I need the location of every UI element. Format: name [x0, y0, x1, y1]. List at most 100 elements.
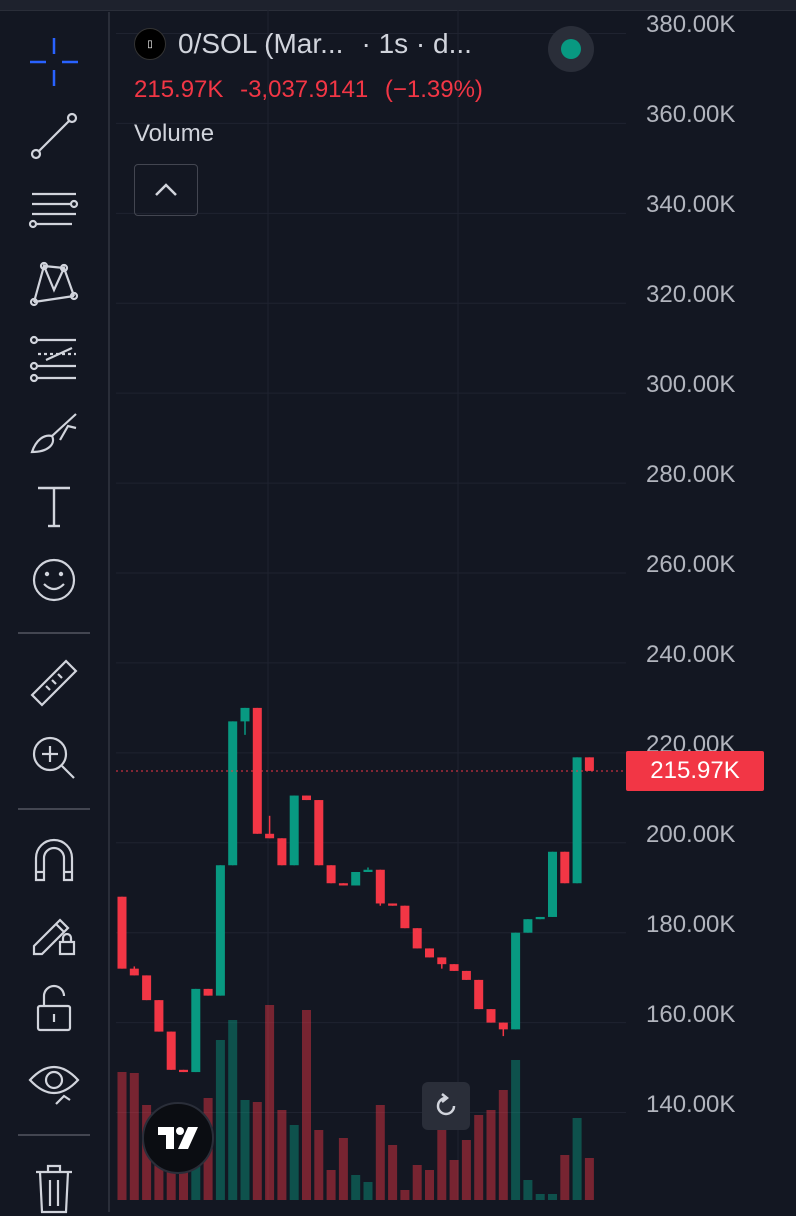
price-axis-label: 160.00K — [646, 1000, 736, 1028]
tradingview-logo-icon[interactable] — [142, 1102, 214, 1174]
candle-body — [203, 988, 213, 996]
candle-body — [265, 833, 275, 839]
candle-body — [351, 871, 361, 886]
candle-body — [412, 928, 422, 949]
volume-bar — [351, 1175, 361, 1200]
price-axis-label: 340.00K — [646, 191, 736, 219]
interval-label[interactable]: · 1s · d... — [361, 28, 472, 59]
volume-bar — [375, 1105, 385, 1200]
candle-body — [277, 838, 287, 866]
candle-body — [117, 896, 127, 969]
candle-body — [449, 964, 459, 971]
volume-bar — [252, 1102, 262, 1200]
volume-bar — [326, 1170, 336, 1200]
volume-bar — [314, 1130, 324, 1200]
crosshair-tool[interactable] — [22, 32, 86, 92]
candle-body — [498, 1022, 508, 1030]
price-change-percent: (−1.39%) — [384, 76, 483, 103]
price-axis-label: 380.00K — [646, 11, 736, 39]
delete-tool[interactable] — [22, 1156, 86, 1216]
magnet-tool[interactable] — [22, 830, 86, 890]
zoom-in-icon — [32, 736, 75, 779]
candle-body — [474, 979, 484, 1010]
price-axis-label: 240.00K — [646, 640, 736, 668]
eye-icon — [28, 1065, 80, 1105]
chevron-up-icon — [155, 183, 177, 196]
candle-body — [400, 905, 410, 929]
magnet-icon — [34, 838, 74, 882]
volume-bar — [498, 1090, 508, 1200]
candle-body — [511, 932, 521, 1030]
hide-tool[interactable] — [22, 1052, 86, 1112]
volume-bar — [215, 1040, 225, 1200]
candle-body — [523, 919, 533, 933]
candle-body — [154, 1000, 164, 1032]
candle-body — [548, 851, 557, 917]
zoom-tool[interactable] — [22, 728, 86, 788]
volume-indicator-label[interactable]: Volume — [134, 120, 215, 147]
volume-bar — [437, 1122, 447, 1200]
pattern-icon — [29, 261, 79, 307]
drawing-toolbar — [8, 12, 110, 1214]
candle-body — [314, 800, 324, 866]
emoji-icon — [32, 558, 76, 602]
lock-drawing-tool[interactable] — [22, 904, 86, 964]
candle-body — [142, 975, 152, 1001]
ruler-tool[interactable] — [22, 654, 86, 714]
candle-body — [326, 865, 336, 884]
candle-body — [437, 957, 447, 965]
volume-bar — [572, 1118, 582, 1200]
market-status-indicator[interactable] — [548, 26, 594, 72]
candle-body — [129, 968, 139, 976]
price-axis-label: 200.00K — [646, 820, 736, 848]
collapse-legend-button[interactable] — [134, 164, 198, 216]
pattern-tool[interactable] — [22, 254, 86, 314]
horizontal-lines-tool[interactable] — [22, 180, 86, 240]
chart-pane[interactable]: ▯ 0/SOL (Mar... · 1s · d... 215.97K -3,0… — [116, 10, 796, 1200]
volume-bar — [228, 1020, 238, 1200]
volume-bar — [265, 1005, 275, 1200]
candle-body — [425, 948, 434, 958]
price-change: -3,037.9141 — [240, 76, 369, 103]
candle-body — [560, 851, 570, 884]
volume-bar — [240, 1100, 250, 1200]
lock-all-tool[interactable] — [22, 978, 86, 1038]
reset-chart-button[interactable] — [422, 1082, 470, 1130]
volume-bar — [129, 1073, 139, 1200]
volume-bar — [338, 1138, 348, 1200]
price-axis-label: 260.00K — [646, 551, 736, 578]
prediction-tool[interactable] — [22, 328, 86, 388]
price-axis-label: 180.00K — [646, 910, 736, 938]
volume-bar — [474, 1115, 484, 1200]
candle-body — [240, 707, 250, 722]
current-price-label: 215.97K — [626, 750, 764, 791]
candle-body — [179, 1069, 188, 1073]
candle-body — [535, 916, 545, 920]
volume-bar — [363, 1182, 373, 1200]
brush-tool[interactable] — [22, 402, 86, 462]
candle-body — [584, 757, 594, 771]
trendline-icon — [30, 112, 78, 160]
lines-icon — [28, 192, 79, 229]
candle-body — [572, 757, 582, 884]
volume-bar — [388, 1145, 398, 1200]
volume-bar — [289, 1125, 299, 1200]
symbol-title[interactable]: 0/SOL (Mar... — [178, 28, 344, 59]
tv-logo-mark — [158, 1127, 198, 1149]
text-tool[interactable] — [22, 476, 86, 536]
volume-bar — [548, 1194, 557, 1200]
price-axis-label: 360.00K — [646, 101, 736, 129]
symbol-legend: ▯ 0/SOL (Mar... · 1s · d... — [134, 28, 472, 60]
emoji-tool[interactable] — [22, 550, 86, 610]
symbol-logo-icon: ▯ — [134, 28, 166, 60]
price-chart[interactable] — [116, 10, 796, 1200]
volume-bar — [535, 1194, 545, 1200]
price-axis-label: 280.00K — [646, 461, 736, 489]
trendline-tool[interactable] — [22, 106, 86, 166]
last-price: 215.97K — [134, 76, 224, 103]
price-axis-label: 140.00K — [646, 1090, 736, 1118]
candle-body — [302, 795, 311, 801]
volume-bar — [461, 1140, 471, 1200]
toolbar-separator — [18, 1134, 90, 1136]
price-axis-label: 320.00K — [646, 281, 736, 309]
